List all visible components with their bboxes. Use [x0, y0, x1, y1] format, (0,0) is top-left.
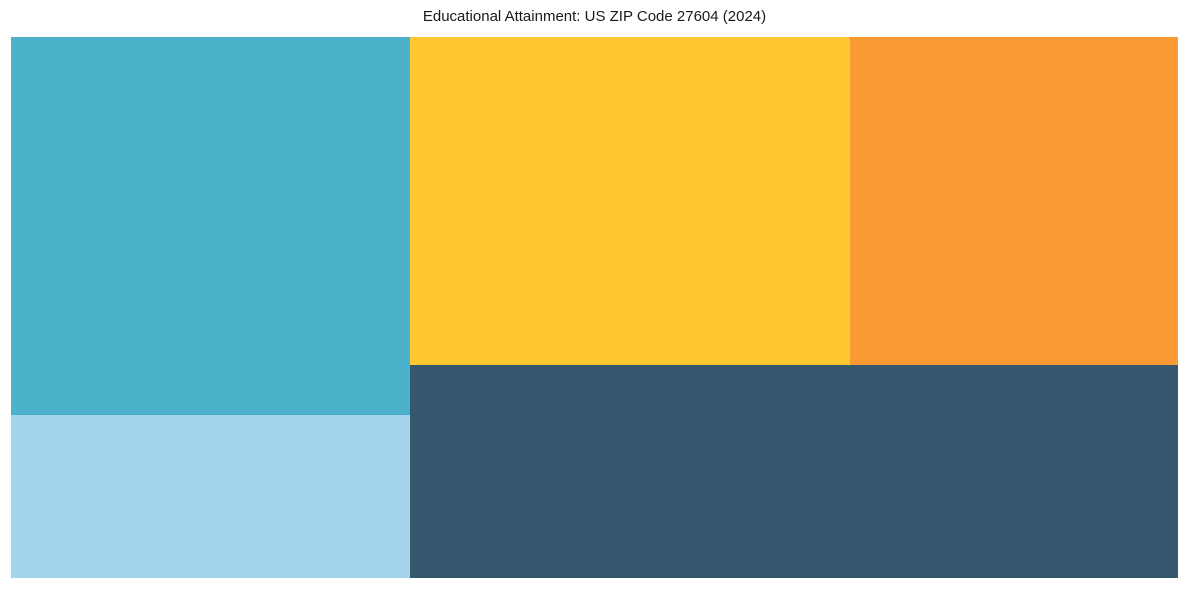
treemap-tile[interactable]: Bachelor's degree	[11, 37, 410, 415]
treemap-tile[interactable]: Graduate or professional degree	[11, 415, 410, 578]
treemap-plot-area: Bachelor's degree Some college, no degre…	[11, 37, 1178, 578]
treemap-tile[interactable]: Less than high school	[410, 365, 1178, 578]
treemap-tile[interactable]: Some college, no degree	[410, 37, 850, 365]
treemap-tile[interactable]: High school graduate	[850, 37, 1178, 365]
chart-title: Educational Attainment: US ZIP Code 2760…	[422, 8, 767, 25]
